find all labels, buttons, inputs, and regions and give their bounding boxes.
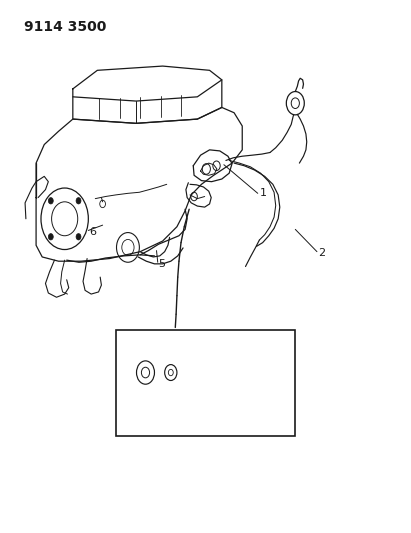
Text: 5: 5 (159, 259, 166, 269)
Circle shape (76, 198, 81, 204)
Text: 4: 4 (242, 375, 249, 385)
Text: 1: 1 (259, 188, 266, 198)
Text: 2: 2 (318, 248, 325, 259)
Text: 9114 3500: 9114 3500 (24, 20, 106, 34)
Bar (115, 330, 296, 436)
Circle shape (48, 233, 53, 240)
Text: 3: 3 (254, 349, 261, 359)
Circle shape (48, 198, 53, 204)
Circle shape (76, 233, 81, 240)
Text: 6: 6 (89, 227, 96, 237)
